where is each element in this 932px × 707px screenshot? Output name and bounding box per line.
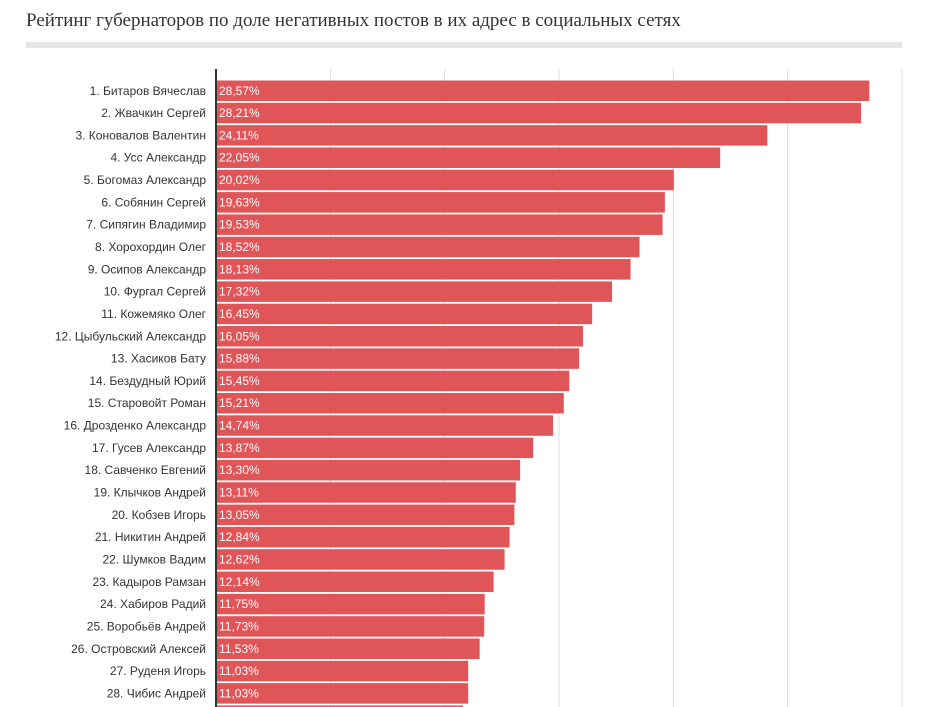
data-label: 20,02% xyxy=(219,173,260,187)
bar xyxy=(216,370,570,392)
bar xyxy=(216,526,510,548)
category-label: 18. Савченко Евгений xyxy=(85,463,206,477)
data-label: 11,73% xyxy=(219,619,259,633)
bar xyxy=(216,147,721,168)
category-label: 19. Клычков Андрей xyxy=(94,486,206,500)
bar xyxy=(216,326,584,347)
bar xyxy=(216,437,534,459)
bar xyxy=(216,236,640,258)
data-label: 12,62% xyxy=(219,552,260,566)
data-label: 13,11% xyxy=(219,486,259,500)
bar xyxy=(216,125,768,146)
category-label: 20. Кобзев Игорь xyxy=(112,508,206,522)
bar xyxy=(216,616,485,637)
bar xyxy=(216,303,593,325)
data-label: 11,53% xyxy=(219,642,259,656)
data-label: 12,84% xyxy=(219,530,260,544)
data-label: 19,53% xyxy=(219,218,260,232)
data-label: 11,03% xyxy=(219,686,259,700)
data-label: 13,05% xyxy=(219,508,260,522)
data-label: 14,74% xyxy=(219,419,260,433)
category-label: 27. Руденя Игорь xyxy=(110,664,206,678)
bar xyxy=(216,348,580,369)
bar xyxy=(216,482,516,503)
bar xyxy=(216,214,663,235)
bar xyxy=(216,80,870,101)
chart-title: Рейтинг губернаторов по доле негативных … xyxy=(26,10,681,31)
category-label: 6. Собянин Сергей xyxy=(101,195,206,209)
data-label: 15,88% xyxy=(219,352,260,366)
bar xyxy=(216,392,564,414)
data-label: 19,63% xyxy=(219,195,260,209)
category-label: 15. Старовойт Роман xyxy=(88,396,206,410)
data-label: 16,45% xyxy=(219,307,260,321)
data-label: 28,21% xyxy=(219,106,260,120)
category-label: 10. Фургал Сергей xyxy=(104,285,206,299)
category-label: 23. Кадыров Рамзан xyxy=(92,575,206,589)
bar xyxy=(216,705,463,707)
category-label: 3. Коновалов Валентин xyxy=(75,128,206,142)
category-label: 9. Осипов Александр xyxy=(88,262,207,276)
bar xyxy=(216,504,515,526)
data-label: 17,32% xyxy=(219,285,260,299)
category-label: 5. Богомаз Александр xyxy=(84,173,207,187)
bar xyxy=(216,192,665,213)
category-label: 17. Гусев Александр xyxy=(92,441,206,455)
bar xyxy=(216,169,674,191)
bar xyxy=(216,683,469,704)
category-label: 12. Цыбульский Александр xyxy=(55,329,206,343)
category-label: 28. Чибис Андрей xyxy=(107,686,206,700)
bar xyxy=(216,259,631,280)
data-label: 15,45% xyxy=(219,374,260,388)
data-label: 22,05% xyxy=(219,151,260,165)
category-label: 26. Островский Алексей xyxy=(71,642,206,656)
data-label: 16,05% xyxy=(219,329,260,343)
category-label: 7. Сипягин Владимир xyxy=(86,218,206,232)
data-label: 18,13% xyxy=(219,262,260,276)
data-label: 24,11% xyxy=(219,128,259,142)
category-label: 8. Хорохордин Олег xyxy=(95,240,207,254)
category-label: 21. Никитин Андрей xyxy=(95,530,206,544)
bar xyxy=(216,549,505,570)
data-label: 18,52% xyxy=(219,240,260,254)
data-label: 28,57% xyxy=(219,84,260,98)
data-label: 12,14% xyxy=(219,575,260,589)
bar xyxy=(216,571,494,593)
category-label: 14. Бездудный Юрий xyxy=(89,374,206,388)
bar xyxy=(216,415,554,436)
category-label: 22. Шумков Вадим xyxy=(102,552,206,566)
bar xyxy=(216,102,862,124)
bar xyxy=(216,281,613,302)
data-label: 13,30% xyxy=(219,463,260,477)
category-label: 24. Хабиров Радий xyxy=(100,597,206,611)
data-label: 15,21% xyxy=(219,396,260,410)
category-label: 16. Дрозденко Александр xyxy=(64,419,207,433)
bar xyxy=(216,459,521,481)
category-label: 13. Хасиков Бату xyxy=(111,352,206,366)
category-label: 1. Битаров Вячеслав xyxy=(90,84,206,98)
title-divider xyxy=(26,42,902,48)
data-label: 11,75% xyxy=(219,597,259,611)
bar xyxy=(216,660,469,682)
category-label: 4. Усс Александр xyxy=(110,151,206,165)
bar xyxy=(216,593,485,615)
category-label: 25. Воробьёв Андрей xyxy=(87,619,206,633)
category-label: 11. Кожемяко Олег xyxy=(101,307,206,321)
bar xyxy=(216,638,480,659)
data-label: 11,03% xyxy=(219,664,259,678)
category-label: 2. Жвачкин Сергей xyxy=(101,106,206,120)
data-label: 13,87% xyxy=(219,441,260,455)
